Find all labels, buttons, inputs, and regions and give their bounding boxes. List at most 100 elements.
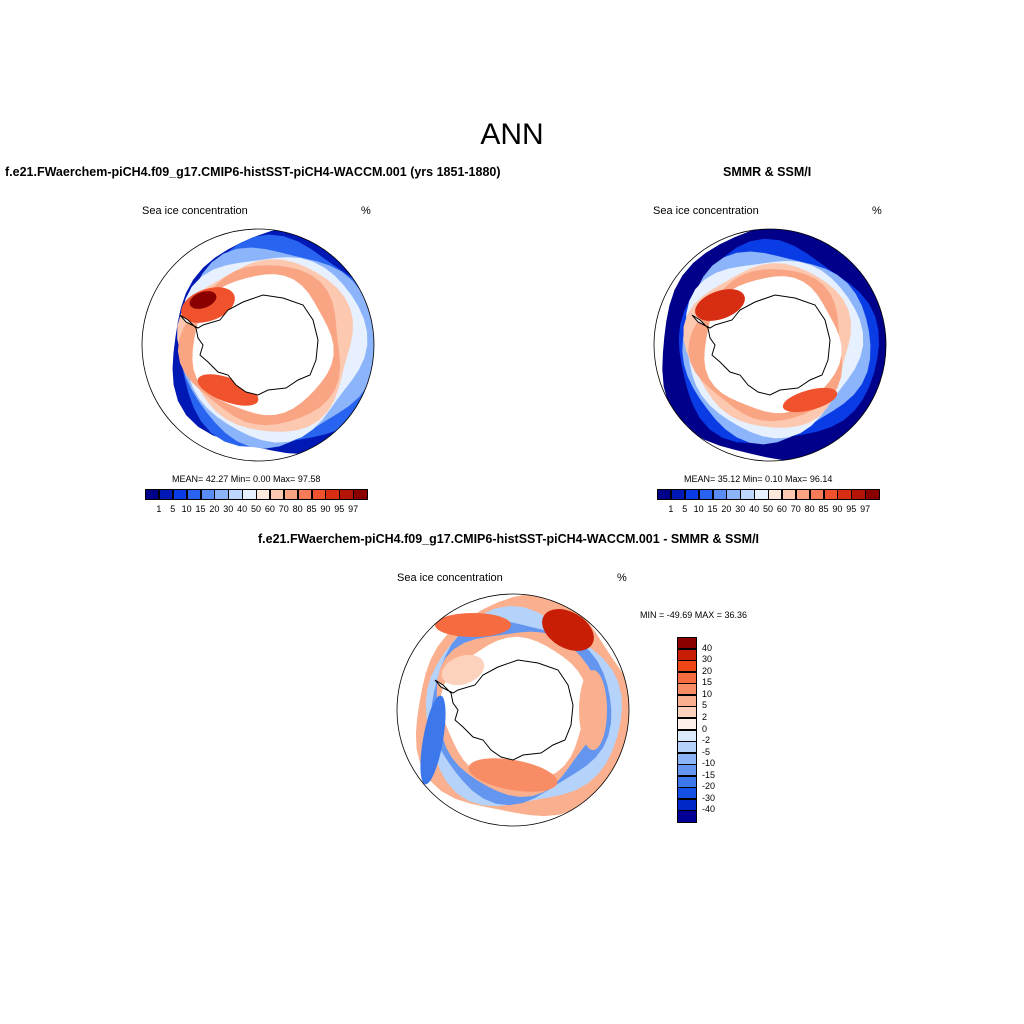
colorbar-swatch	[325, 489, 340, 500]
colorbar-tick-label: 40	[749, 504, 760, 514]
colorbar-swatch	[677, 810, 697, 823]
colorbar-tick-label: 5	[702, 700, 708, 711]
colorbar-swatch	[172, 489, 188, 500]
colorbar-tick-label: 80	[292, 504, 303, 514]
ice-anomaly-patch	[695, 289, 745, 321]
colorbar-swatch	[865, 489, 880, 500]
colorbar-swatch	[740, 489, 755, 500]
panel2-title: SMMR & SSM/I	[723, 165, 812, 179]
colorbar-tick-label: 97	[348, 504, 359, 514]
antarctica-coastline	[179, 294, 319, 396]
colorbar-swatch	[768, 489, 783, 500]
panel1-stats: MEAN= 42.27 Min= 0.00 Max= 97.58	[172, 474, 321, 484]
colorbar-tick-label: 70	[278, 504, 289, 514]
panel1-variable-label: Sea ice concentration	[142, 205, 248, 217]
colorbar-tick-label: -10	[702, 758, 716, 769]
ice-anomaly-patch	[435, 613, 511, 637]
colorbar-swatch	[677, 717, 697, 730]
colorbar-swatch	[677, 694, 697, 707]
ice-anomaly-patch	[189, 291, 217, 309]
ice-anomaly-patch	[197, 374, 259, 406]
panel3-colorbar	[677, 637, 697, 823]
colorbar-swatch	[698, 489, 713, 500]
colorbar-tick-label: 10	[181, 504, 192, 514]
colorbar-swatch	[726, 489, 741, 500]
colorbar-tick-label: 5	[170, 504, 176, 514]
colorbar-swatch	[186, 489, 201, 500]
panel3-units-label: %	[617, 572, 627, 584]
colorbar-swatch	[677, 706, 697, 719]
colorbar-tick-label: -5	[702, 746, 711, 757]
colorbar-tick-label: 20	[721, 504, 732, 514]
colorbar-swatch	[823, 489, 838, 500]
panel2-stats: MEAN= 35.12 Min= 0.10 Max= 96.14	[684, 474, 833, 484]
ice-anomaly-patch	[542, 609, 594, 651]
panel1-title: f.e21.FWaerchem-piCH4.f09_g17.CMIP6-hist…	[5, 165, 501, 179]
colorbar-swatch	[353, 489, 368, 500]
colorbar-tick-label: 20	[209, 504, 220, 514]
colorbar-swatch	[781, 489, 797, 500]
colorbar-swatch	[339, 489, 354, 500]
colorbar-tick-label: 15	[702, 677, 713, 688]
panel3-stats: MIN = -49.69 MAX = 36.36	[640, 610, 748, 620]
colorbar-tick-label: 90	[320, 504, 331, 514]
colorbar-swatch	[677, 660, 697, 673]
colorbar-swatch	[795, 489, 811, 500]
colorbar-tick-label: 40	[702, 642, 713, 653]
panel1-units-label: %	[361, 205, 371, 217]
colorbar-swatch	[297, 489, 312, 500]
colorbar-tick-label: -30	[702, 792, 716, 803]
colorbar-swatch	[228, 489, 243, 500]
panel1-colorbar	[145, 489, 368, 500]
colorbar-tick-label: 1	[156, 504, 162, 514]
colorbar-swatch	[677, 741, 697, 754]
colorbar-swatch	[677, 648, 697, 661]
colorbar-swatch	[677, 671, 697, 684]
colorbar-swatch	[677, 637, 697, 650]
colorbar-swatch	[677, 683, 697, 696]
colorbar-tick-label: 50	[250, 504, 261, 514]
map-boundary	[141, 228, 375, 462]
colorbar-swatch	[809, 489, 824, 500]
panel2-colorbar	[657, 489, 880, 500]
colorbar-swatch	[712, 489, 727, 500]
colorbar-swatch	[754, 489, 769, 500]
colorbar-tick-label: 0	[702, 723, 708, 734]
colorbar-tick-label: 40	[237, 504, 248, 514]
colorbar-swatch	[214, 489, 229, 500]
colorbar-swatch	[158, 489, 174, 500]
map-boundary	[653, 228, 887, 462]
map-boundary	[396, 593, 630, 827]
panel3-title: f.e21.FWaerchem-piCH4.f09_g17.CMIP6-hist…	[258, 532, 760, 546]
ice-anomaly-patch	[441, 654, 485, 686]
antarctica-coastline	[691, 294, 831, 396]
colorbar-swatch	[684, 489, 700, 500]
colorbar-swatch	[677, 787, 697, 800]
colorbar-tick-label: 95	[846, 504, 857, 514]
colorbar-swatch	[677, 729, 697, 742]
colorbar-tick-label: 85	[818, 504, 829, 514]
ice-anomaly-patch	[782, 387, 838, 413]
colorbar-swatch	[242, 489, 257, 500]
colorbar-tick-label: 10	[693, 504, 704, 514]
colorbar-tick-label: 95	[334, 504, 345, 514]
antarctica-coastline	[434, 659, 574, 761]
colorbar-tick-label: 80	[804, 504, 815, 514]
colorbar-swatch	[677, 752, 697, 765]
colorbar-tick-label: 5	[682, 504, 688, 514]
colorbar-tick-label: -20	[702, 781, 716, 792]
colorbar-tick-label: 1	[668, 504, 674, 514]
colorbar-tick-label: 30	[735, 504, 746, 514]
colorbar-tick-label: 15	[707, 504, 718, 514]
colorbar-tick-label: 50	[762, 504, 773, 514]
colorbar-swatch	[851, 489, 866, 500]
colorbar-tick-label: -40	[702, 804, 716, 815]
colorbar-tick-label: 2	[702, 711, 708, 722]
colorbar-tick-label: 15	[195, 504, 206, 514]
colorbar-swatch	[283, 489, 299, 500]
colorbar-tick-label: 60	[776, 504, 787, 514]
colorbar-tick-label: 90	[832, 504, 843, 514]
colorbar-tick-label: 30	[702, 654, 713, 665]
colorbar-swatch	[657, 489, 672, 500]
